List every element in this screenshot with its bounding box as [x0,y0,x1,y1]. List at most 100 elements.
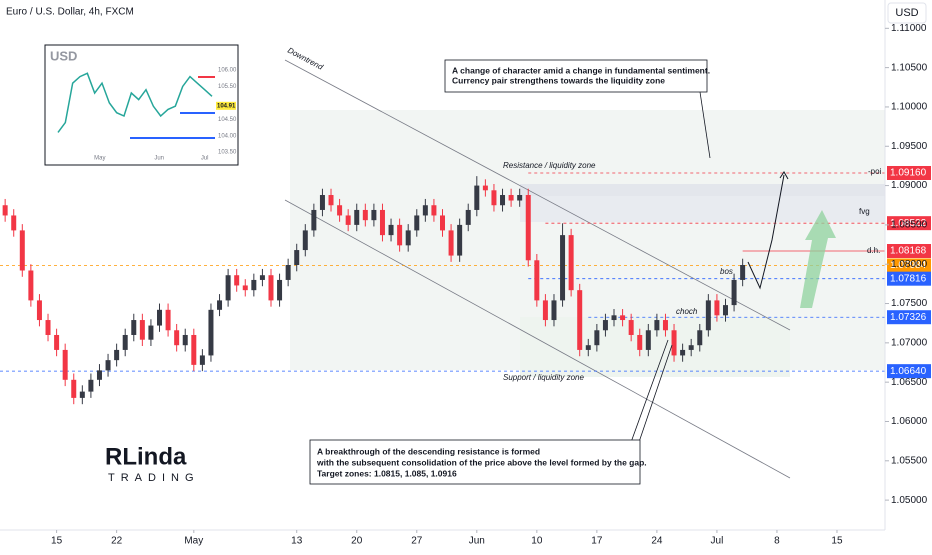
candle-body [525,195,531,261]
candle-body [234,275,240,286]
candle-body [697,330,703,346]
inset-y-label: 103.50 [218,150,237,156]
candle-body [105,360,111,371]
inset-y-label: 106.00 [218,68,237,74]
candle-body [36,300,42,321]
candle-body [371,209,377,221]
y-tick-label: 1.05500 [891,455,928,466]
candle-body [602,320,608,331]
level-label: 1.07326 [890,312,927,323]
y-tick-label: 1.06500 [891,377,928,388]
candle-body [79,391,85,398]
candle-body [551,300,557,321]
x-tick-label: May [184,536,203,547]
level-badge [887,244,931,259]
y-tick-label: 1.08000 [891,259,928,270]
poi-label: -poi [868,167,882,176]
candle-body [500,195,506,206]
channel-lower [284,199,791,479]
candle-body [577,290,583,350]
candle-body [379,209,385,236]
candle-body [19,230,25,271]
inset-line [57,72,213,133]
inset-x-label: Jun [154,156,164,162]
candle-body [645,330,651,350]
x-tick-label: 17 [591,536,603,547]
level-badge [887,258,931,273]
currency-button[interactable] [887,2,927,24]
x-tick-label: 24 [651,536,663,547]
y-tick-label: 1.10500 [891,62,928,73]
candle-body [225,275,231,301]
candle-body [431,205,437,216]
candle-body [311,209,317,231]
candle-body [88,379,94,392]
candle-body [302,230,308,251]
bullish-arrow [800,210,836,308]
candle-body [199,355,205,365]
inset-y-label: 105.50 [218,84,237,90]
candle-body [259,275,265,280]
forecast-arrowhead [779,171,789,180]
candle-body [731,279,737,306]
candle-body [662,320,668,331]
candle-body [422,205,428,216]
candle-body [722,305,728,316]
candle-body [28,270,34,301]
x-tick-label: 15 [831,536,843,547]
y-tick-label: 1.11000 [891,23,927,34]
candle-body [534,260,540,301]
candle-body [328,195,334,206]
candle-body [354,209,360,225]
note-pointer [637,344,673,446]
candle-body [139,320,145,340]
candle-body [482,185,488,191]
candle-body [560,235,566,301]
candle-body [508,195,514,201]
candle-body [285,265,291,280]
currency-button-label[interactable]: USD [895,7,918,19]
candle-body [251,279,257,291]
candle-body [182,334,188,346]
level-badge [887,310,931,325]
inset-frame [44,44,239,166]
resistance-label: Resistance / liquidity zone [503,161,596,170]
candle-body [542,300,548,321]
candle-body [594,330,600,346]
note-pointer [699,91,711,159]
candle-body [637,334,643,350]
y-tick-label: 1.06000 [891,416,928,427]
channel-upper [284,59,791,331]
x-tick-label: 20 [351,536,363,547]
x-tick-label: Jun [469,536,485,547]
chart-title: Euro / U.S. Dollar, 4h, FXCM [6,7,134,18]
candle-body [242,285,248,291]
candle-body [388,224,394,236]
candle-body [688,345,694,350]
level-badge [887,165,931,180]
fvg-zone [520,196,885,222]
candle-body [740,265,746,280]
candle-body [208,309,214,356]
choch-label: choch [676,307,698,316]
logo-sub: TRADING [108,472,200,484]
x-tick-label: 27 [411,536,423,547]
candle-body [654,320,660,331]
candle-body [268,275,274,301]
candle-body [191,334,197,365]
candle-body [457,224,463,256]
candle-body [405,230,411,246]
candle-body [585,345,591,350]
candle-body [705,300,711,331]
x-tick-label: 13 [291,536,303,547]
candle-body [11,215,17,231]
level-badge [887,216,931,231]
candle-body [414,215,420,231]
candle-body [319,195,325,210]
candle-body [174,330,180,346]
level-label: 1.06640 [890,366,927,377]
candle-body [157,309,163,326]
candle-body [465,209,471,225]
note-text: A change of character amid a change in f… [452,65,710,75]
note-text: A breakthrough of the descending resista… [317,446,540,456]
